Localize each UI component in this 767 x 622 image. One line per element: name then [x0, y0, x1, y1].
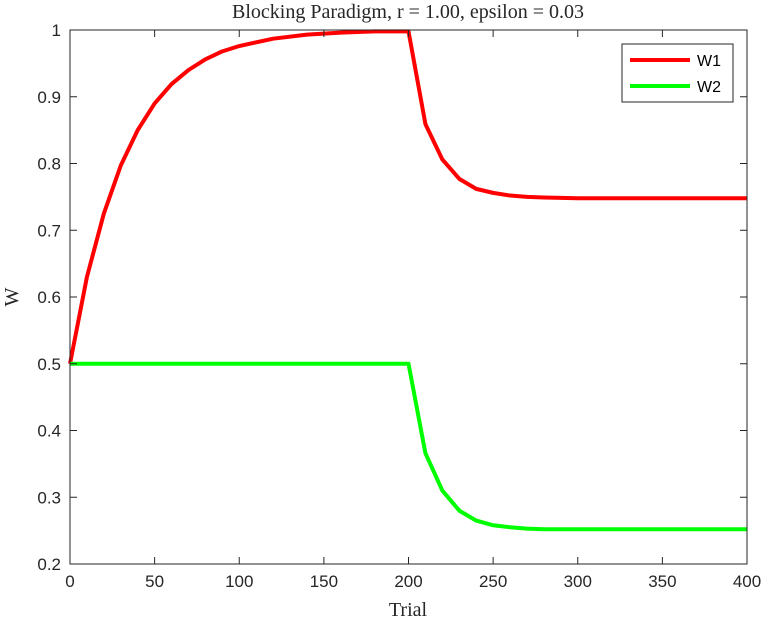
legend-label-w2: W2: [697, 79, 721, 96]
y-tick-label: 0.8: [37, 155, 61, 174]
series-line-w2: [70, 361, 747, 532]
chart-title: Blocking Paradigm, r = 1.00, epsilon = 0…: [232, 1, 584, 23]
y-axis-label: W: [1, 287, 23, 306]
legend: W1 W2: [621, 43, 734, 103]
legend-box: [621, 43, 734, 103]
x-tick-label: 50: [145, 572, 164, 591]
y-tick-label: 1: [52, 21, 61, 40]
x-axis-label: Trial: [389, 599, 428, 621]
y-tick-label: 0.4: [37, 422, 61, 441]
x-tick-label: 200: [394, 572, 422, 591]
x-tick-label: 250: [479, 572, 507, 591]
x-tick-label: 300: [564, 572, 592, 591]
x-tick-label: 350: [648, 572, 676, 591]
x-tick-label: 150: [310, 572, 338, 591]
x-tick-label: 0: [65, 572, 74, 591]
legend-label-w1: W1: [697, 53, 721, 70]
y-tick-label: 0.5: [37, 355, 61, 374]
y-tick-label: 0.3: [37, 488, 61, 507]
x-tick-label: 100: [225, 572, 253, 591]
plot-area: [70, 30, 747, 564]
y-tick-label: 0.6: [37, 288, 61, 307]
y-tick-label: 0.9: [37, 88, 61, 107]
series-line-w1: [68, 29, 747, 365]
x-tick-label: 400: [733, 572, 761, 591]
y-tick-label: 0.2: [37, 555, 61, 574]
y-tick-label: 0.7: [37, 221, 61, 240]
